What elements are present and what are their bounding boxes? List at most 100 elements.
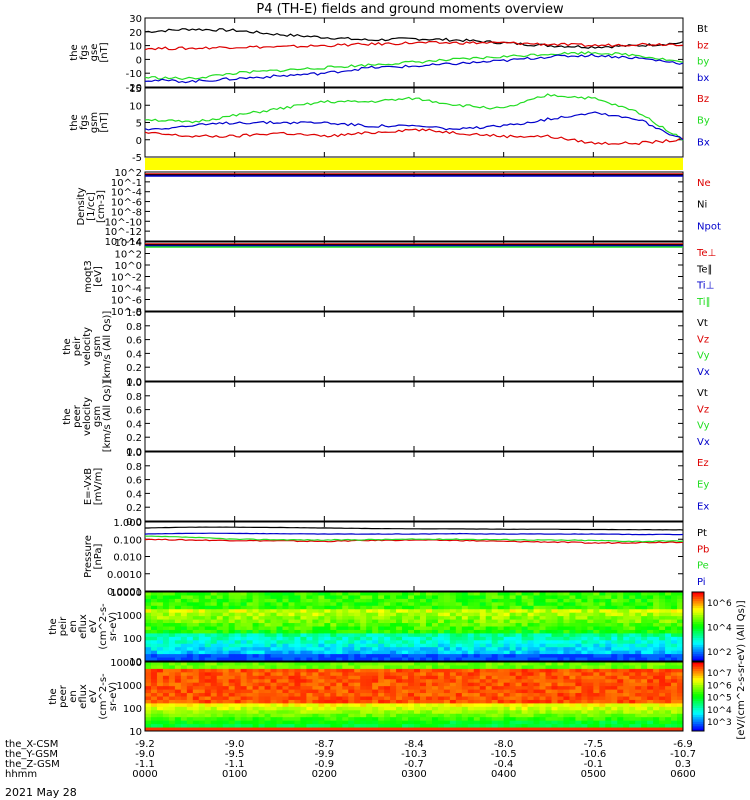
panel-peir_eflux-cell [402, 623, 409, 627]
panel-peer_eflux-colorbar-cell [692, 719, 704, 723]
panel-peir_eflux-cell [671, 605, 678, 610]
panel-peer_eflux-cell [318, 675, 325, 680]
panel-peir_eflux-cell [575, 595, 582, 600]
panel-peir_eflux-cell [497, 633, 505, 638]
panel-peir_eflux-ytick-label: 1000 [117, 611, 142, 622]
panel-peir_eflux-cell [228, 609, 236, 614]
panel-peer_eflux-cell [186, 727, 194, 732]
panel-peer_eflux-cell [300, 696, 307, 701]
panel-peir_eflux-cell [635, 643, 642, 648]
panel-peir_eflux-cell [527, 605, 535, 610]
panel-peir_eflux-cell [270, 633, 278, 638]
panel-peer_eflux-cell [419, 693, 427, 697]
panel-peer_eflux-cell [671, 717, 678, 722]
panel-peir_eflux-cell [443, 636, 451, 641]
panel-peer_eflux-cell [168, 665, 176, 670]
panel-peer_eflux-cell [599, 720, 606, 725]
panel-peer_eflux-cell [527, 706, 535, 711]
panel-peer_eflux-cell [258, 675, 266, 680]
panel-peer_eflux-cell [605, 689, 612, 694]
panel-peer_eflux-cell [473, 686, 481, 691]
panel-peer_eflux-cell [539, 672, 547, 677]
panel-peir_eflux-cell [145, 623, 152, 627]
panel-peir_eflux-cell [665, 647, 672, 652]
panel-peir_eflux-colorbar-cell [692, 656, 704, 660]
panel-peer_eflux-cell [623, 713, 630, 718]
panel-peir_eflux-cell [641, 629, 648, 634]
panel-fgs-ytick-label: 20 [129, 28, 142, 39]
panel-peir_eflux-cell [402, 650, 409, 655]
panel-peir_eflux-cell [515, 643, 523, 648]
panel-peir_eflux-cell [145, 619, 152, 624]
panel-peer_eflux-cell [563, 693, 570, 697]
panel-peir_eflux-cell [449, 602, 457, 607]
panel-peer_eflux-cell [198, 703, 206, 708]
panel-peer_eflux-cell [575, 713, 582, 718]
panel-peer_eflux-cell [545, 713, 552, 718]
panel-peer_eflux-cell [635, 672, 642, 677]
panel-peir_eflux-cell [665, 605, 672, 610]
panel-peir_eflux-cell [461, 647, 469, 652]
panel-peer_eflux-cell [575, 727, 582, 732]
panel-peer_eflux-cell [437, 689, 445, 694]
panel-peer_eflux-cell [605, 662, 612, 666]
panel-peir_eflux-cell [414, 654, 421, 659]
panel-peer_eflux-cell [623, 665, 630, 670]
xaxis-value-3-2: 0200 [312, 769, 337, 780]
panel-peir_eflux-cell [461, 657, 469, 662]
panel-peer_eflux-cell [216, 699, 224, 704]
panel-peir_eflux-cell [605, 633, 612, 638]
panel-peir_eflux-cell [551, 654, 558, 659]
panel-peir_eflux-cell [581, 654, 588, 659]
panel-peer_eflux-cell [258, 662, 266, 666]
panel-peer_eflux-cell [330, 672, 337, 677]
panel-peir_eflux-cell [312, 640, 319, 645]
panel-peir_eflux-cell [509, 619, 517, 624]
panel-peer_eflux-cell [318, 665, 325, 670]
panel-peir_eflux-cell [569, 609, 576, 614]
panel-peir_eflux-cell [419, 636, 427, 641]
panel-peir_eflux-cell [461, 623, 469, 627]
panel-peer_eflux-cell [419, 668, 427, 673]
panel-peer_eflux-ylabel: eflux [78, 684, 89, 709]
panel-peir_eflux-cell [461, 619, 469, 624]
panel-peir_eflux-cell [300, 616, 307, 621]
panel-peir_eflux-cell [234, 623, 242, 627]
panel-peer_eflux-cell [204, 713, 212, 718]
panel-peir_eflux-cell [234, 636, 242, 641]
panel-peer_eflux-cell [318, 679, 325, 684]
panel-peir_eflux-cell [336, 629, 343, 634]
panel-peer_eflux-cell [264, 672, 272, 677]
panel-peer_eflux-cell [252, 706, 260, 711]
panel-peir_eflux-cell [258, 626, 266, 631]
panel-peer_eflux-cell [174, 696, 182, 701]
panel-peir_eflux-cell [252, 654, 260, 659]
colorbar-label: [eV/(cm^2-s-sr-eV) (All Qs)] [736, 600, 747, 739]
panel-peer_eflux-cell [198, 720, 206, 725]
panel-peer_eflux-cell [288, 696, 295, 701]
panel-peir_eflux-cell [455, 657, 463, 662]
panel-peer_eflux-cell [509, 699, 517, 704]
panel-peer_eflux-cell [431, 696, 439, 701]
panel-peer_eflux-cell [216, 689, 224, 694]
panel-peer_eflux-cell [485, 689, 493, 694]
panel-peer_eflux-cell [431, 727, 439, 732]
panel-peir_eflux-cell [180, 595, 188, 600]
panel-peir_eflux-cell [563, 592, 570, 596]
panel-peir_eflux-cell [270, 636, 278, 641]
panel-peir_eflux-cell [198, 640, 206, 645]
panel-peir_eflux-cell [545, 647, 552, 652]
panel-peir_eflux-cell [396, 602, 403, 607]
panel-peir_eflux-cell [192, 640, 200, 645]
panel-peer_eflux-cell [330, 679, 337, 684]
panel-peer_eflux-cell [593, 706, 600, 711]
panel-peir_eflux-cell [168, 647, 176, 652]
panel-peir_eflux-cell [150, 629, 158, 634]
panel-peir_eflux-cell [671, 595, 678, 600]
panel-peir_eflux-cell [174, 657, 182, 662]
panel-peir_eflux-cell [545, 636, 552, 641]
panel-peir_eflux-cell [539, 626, 547, 631]
panel-peir_eflux-cell [324, 605, 331, 610]
panel-peer_eflux-cell [252, 686, 260, 691]
panel-peer_eflux-cell [264, 689, 272, 694]
